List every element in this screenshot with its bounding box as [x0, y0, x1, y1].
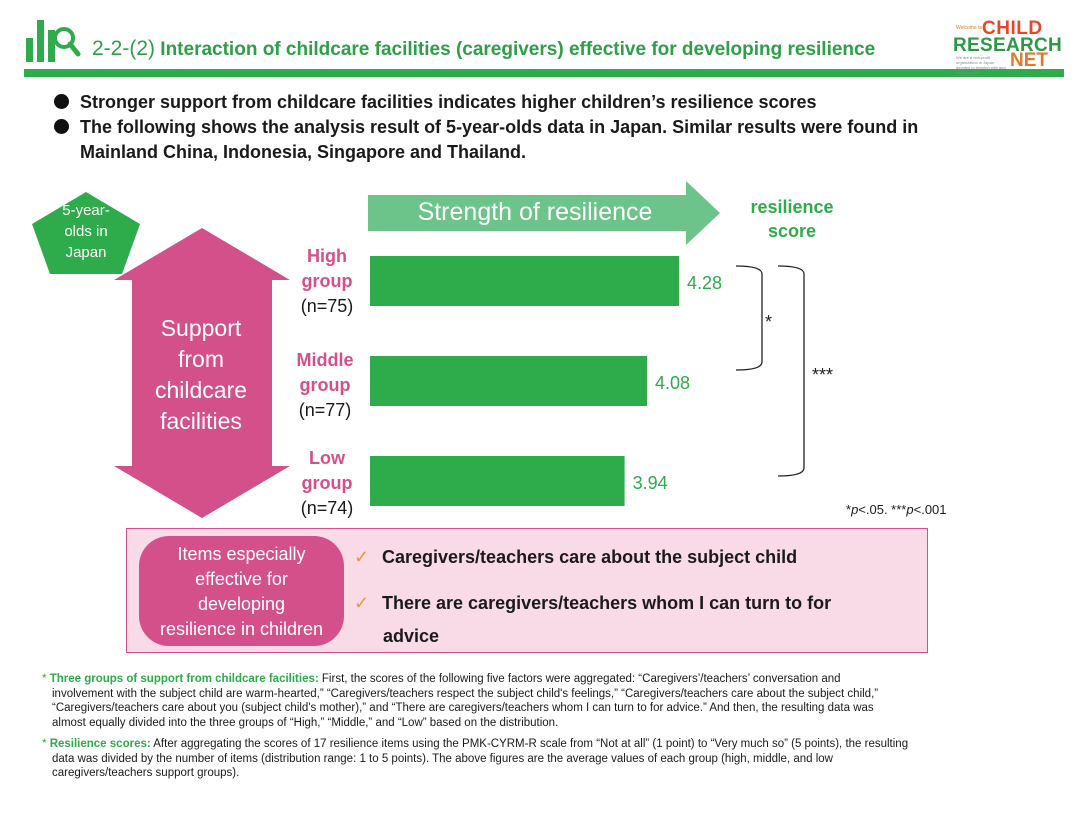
- significance-label: ***: [812, 365, 833, 385]
- pentagon-line: olds in: [64, 223, 108, 240]
- significance-bracket-high-middle: [735, 265, 763, 371]
- pill-line: effective for: [195, 569, 288, 589]
- chart-magnifier-logo-icon: [26, 20, 81, 62]
- footnote-key: Three groups of support from childcare f…: [49, 673, 319, 685]
- footnote-key: Resilience scores:: [49, 738, 151, 750]
- strength-label: Strength of resilience: [417, 198, 653, 226]
- bullet-dot-icon: [54, 119, 69, 134]
- group-label-low: Low group (n=74): [272, 446, 382, 521]
- group-n: (n=74): [300, 498, 354, 518]
- footnote-star: *: [42, 738, 47, 750]
- brand-word-child: CHILD: [982, 18, 1043, 39]
- effective-item-text: Caregivers/teachers care about the subje…: [382, 547, 798, 567]
- group-name: group: [299, 375, 351, 395]
- page-title: 2-2-(2) Interaction of childcare facilit…: [92, 37, 875, 61]
- group-name: group: [301, 271, 353, 291]
- bar-2: [370, 456, 625, 506]
- footnote-text: “Caregivers/teachers care about you (sub…: [52, 702, 874, 714]
- p-note-part: *: [846, 502, 852, 517]
- bullet-2-continuation: Mainland China, Indonesia, Singapore and…: [80, 142, 527, 162]
- bullet-2-text: The following shows the analysis result …: [80, 117, 919, 137]
- footnote-scores: * Resilience scores: After aggregating t…: [42, 737, 1042, 781]
- footnote-text: involvement with the subject child are w…: [52, 687, 879, 700]
- group-name: High: [307, 246, 347, 266]
- items-pill-label: Items especially effective for developin…: [139, 542, 344, 642]
- p-note-part: <.001: [913, 502, 947, 517]
- strength-arrow-shape: [368, 181, 720, 245]
- bar-value-label: 3.94: [633, 473, 668, 493]
- brand-tagline: We are a non-profit organization in Japa…: [956, 55, 1006, 75]
- pill-line: developing: [197, 594, 286, 614]
- p-note-part: p: [851, 502, 859, 517]
- group-n: (n=75): [300, 296, 354, 316]
- effective-item-2-continuation: advice: [383, 626, 440, 646]
- p-note-part: p: [906, 502, 914, 517]
- bar-value-label: 4.08: [655, 373, 690, 393]
- pill-line: Items especially: [177, 544, 306, 564]
- footnote-text: First, the scores of the following five …: [321, 673, 841, 685]
- group-label-high: High group (n=75): [272, 244, 382, 319]
- support-line: childcare: [154, 377, 248, 403]
- footnote-text: caregivers/teachers support groups).: [52, 767, 240, 779]
- support-line: Support: [160, 315, 242, 341]
- group-n: (n=77): [298, 400, 352, 420]
- bullet-2: The following shows the analysis result …: [54, 117, 918, 138]
- bullet-1: Stronger support from childcare faciliti…: [54, 92, 817, 113]
- pill-line: resilience in children: [159, 619, 324, 639]
- bar-0: [370, 256, 679, 306]
- title-number: 2-2-(2): [92, 37, 156, 60]
- pentagon-label: 5-year- olds in Japan: [40, 200, 132, 263]
- group-name: Low: [309, 448, 345, 468]
- bar-chart: 4.284.083.94****: [370, 256, 833, 506]
- footnote-text: After aggregating the scores of 17 resil…: [153, 738, 909, 750]
- support-label: Support from childcare facilities: [132, 313, 270, 437]
- bar-value-label: 4.28: [687, 273, 722, 293]
- score-header-line: resilience: [750, 197, 834, 217]
- check-icon: ✓: [354, 547, 370, 567]
- double-arrow-shape: [114, 228, 290, 518]
- support-line: from: [178, 346, 224, 372]
- bullet-dot-icon: [54, 94, 69, 109]
- group-label-middle: Middle group (n=77): [270, 348, 380, 423]
- footnote-groups: * Three groups of support from childcare…: [42, 672, 1042, 730]
- footnote-text: almost equally divided into the three gr…: [52, 716, 559, 729]
- check-icon: ✓: [354, 593, 370, 613]
- brand-word-net: NET: [1010, 50, 1048, 71]
- significance-bracket-high-low: [777, 265, 805, 477]
- group-name: Middle: [296, 350, 354, 370]
- effective-item-text: There are caregivers/teachers whom I can…: [382, 593, 832, 613]
- header: 2-2-(2) Interaction of childcare facilit…: [0, 0, 1074, 80]
- brand-word-research: RESEARCH: [953, 35, 1063, 56]
- group-name: group: [301, 473, 353, 493]
- bullet-1-text: Stronger support from childcare faciliti…: [80, 92, 817, 112]
- title-text: Interaction of childcare facilities (car…: [160, 39, 876, 60]
- p-note-part: <.05. ***: [858, 502, 907, 517]
- support-line: facilities: [160, 408, 242, 434]
- pentagon-line: Japan: [65, 244, 107, 261]
- pentagon-shape: [32, 192, 140, 274]
- items-pill: [139, 536, 344, 646]
- bar-1: [370, 356, 647, 406]
- effective-item-1: ✓ Caregivers/teachers care about the subj…: [354, 545, 797, 570]
- significance-label: *: [765, 312, 772, 332]
- score-header-line: score: [767, 221, 817, 241]
- brand-small-text: Welcome to: [956, 25, 983, 31]
- pentagon-line: 5-year-: [62, 202, 110, 219]
- footnote-star: *: [42, 673, 47, 685]
- effective-item-2: ✓ There are caregivers/teachers whom I ca…: [354, 591, 831, 616]
- score-header: resilience score: [728, 195, 856, 243]
- footnote-text: data was divided by the number of items …: [52, 752, 833, 765]
- significance-note: *p<.05. ***p<.001: [846, 502, 947, 517]
- brand-logo: Welcome to CHILD RESEARCH NET We are a n…: [952, 14, 1062, 75]
- title-divider: [24, 69, 1064, 77]
